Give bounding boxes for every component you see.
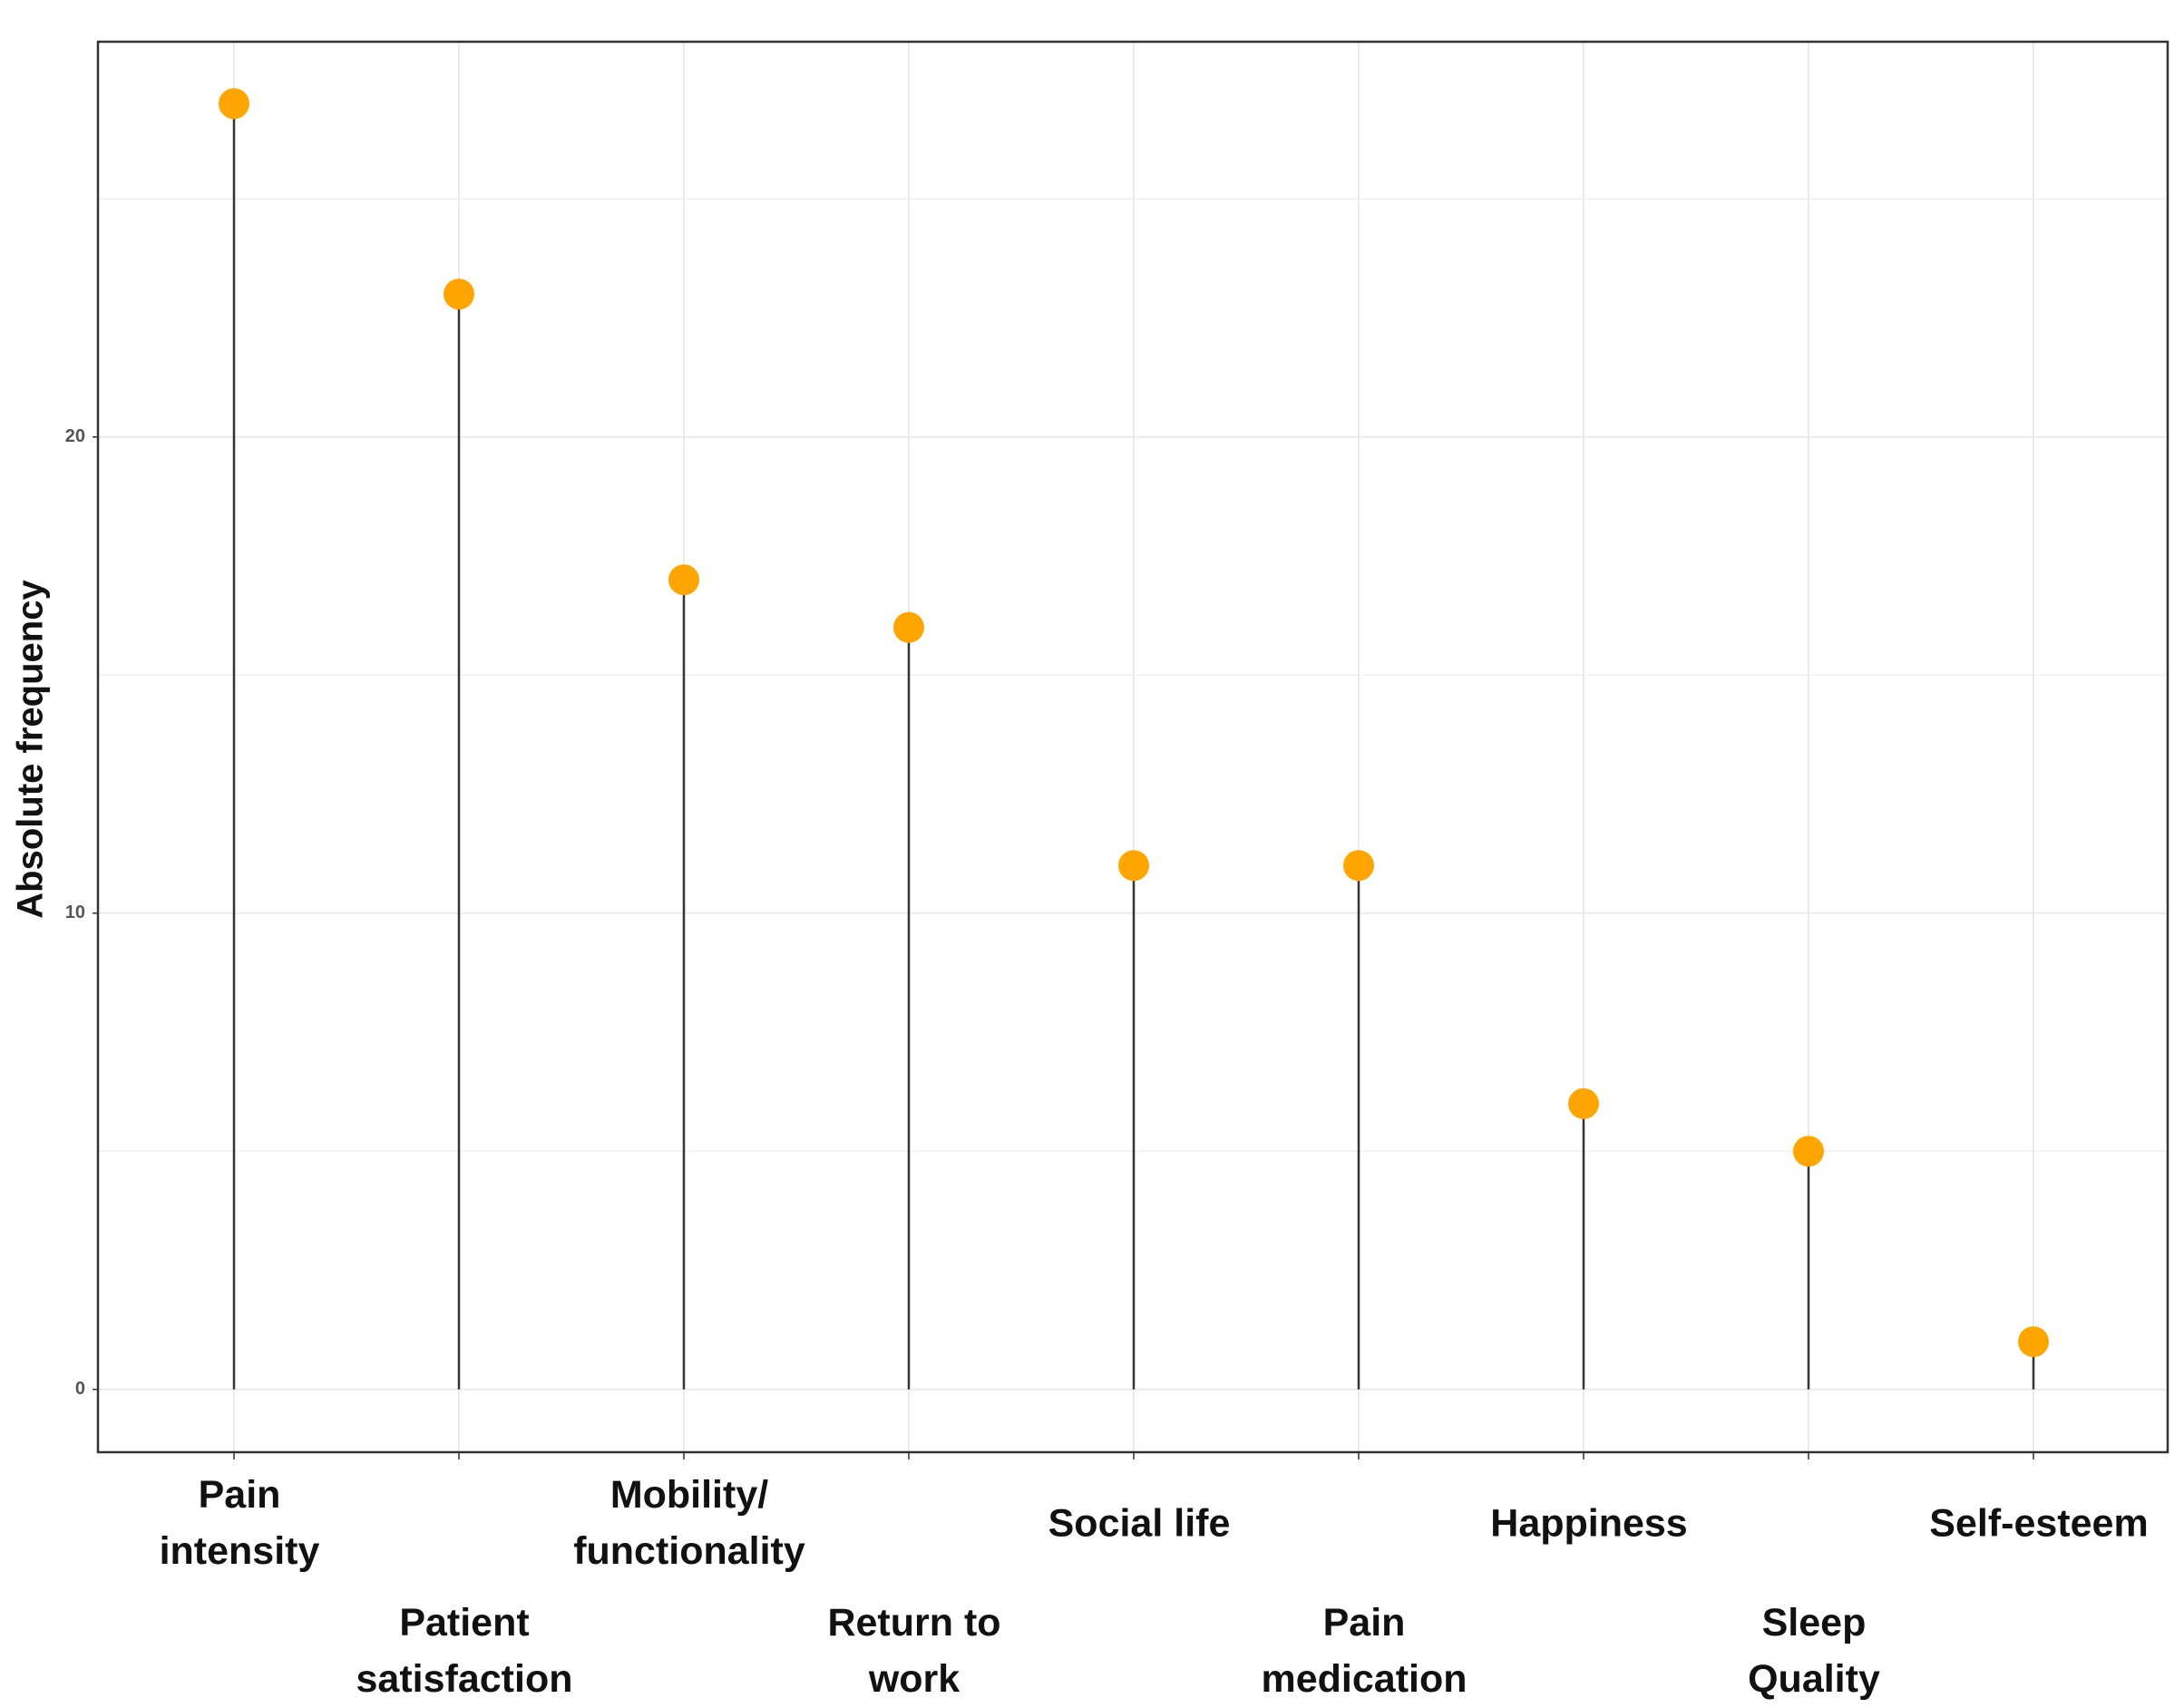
x-tick-label: Return to work xyxy=(827,1601,1000,1701)
point xyxy=(668,564,699,596)
y-tick-label: 0 xyxy=(75,1379,85,1399)
x-tick-label: Pain intensity xyxy=(160,1473,320,1573)
x-tick-label: Patient satisfaction xyxy=(356,1601,573,1701)
point xyxy=(1568,1088,1599,1119)
point xyxy=(1118,850,1149,882)
y-tick-label: 10 xyxy=(65,903,85,922)
x-tick-label: Happiness xyxy=(1490,1501,1687,1545)
point xyxy=(2018,1326,2049,1358)
x-tick-label: Self-esteem xyxy=(1929,1501,2148,1545)
point xyxy=(1793,1136,1824,1167)
point xyxy=(893,611,924,643)
plot-border xyxy=(96,40,2169,1454)
x-tick-label: Sleep Quality xyxy=(1748,1601,1880,1701)
x-tick-label: Mobility/functionality xyxy=(573,1473,805,1573)
point xyxy=(444,278,474,310)
y-axis-title: Absolute frequency xyxy=(11,580,51,919)
point xyxy=(219,88,249,120)
x-tick-label: Pain medication xyxy=(1262,1601,1467,1701)
x-tick-label: Social life xyxy=(1048,1501,1231,1545)
y-tick-label: 20 xyxy=(65,426,85,446)
point xyxy=(1343,850,1374,882)
